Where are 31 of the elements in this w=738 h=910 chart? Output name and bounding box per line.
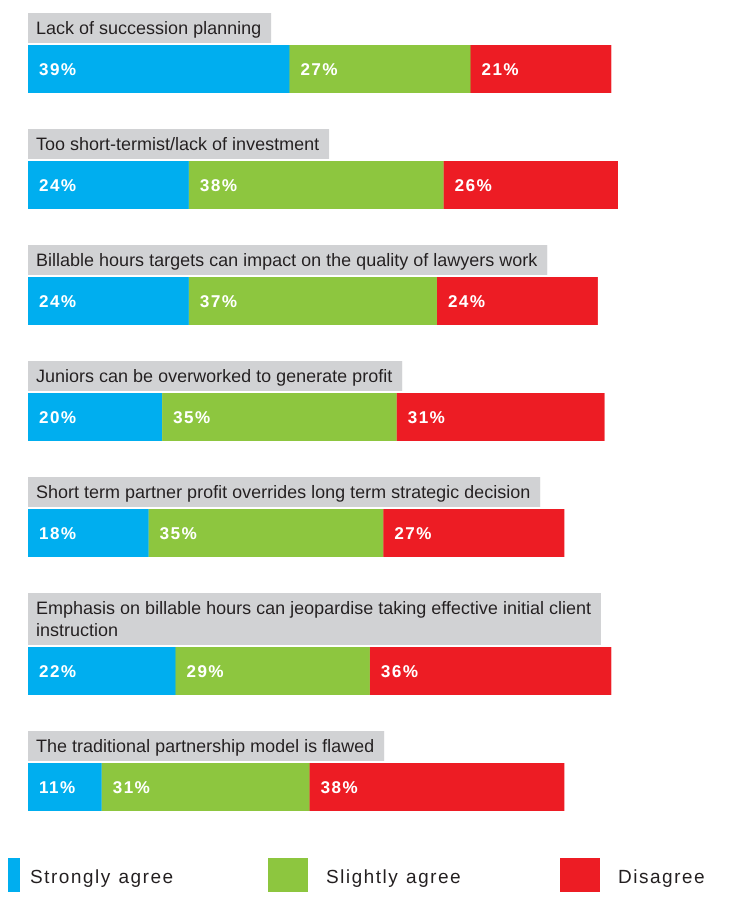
data-label: 31%: [408, 408, 446, 427]
data-label: 31%: [112, 778, 152, 797]
y-tick-label: Billable hours targets can impact on the quality of lawyers work: [36, 250, 538, 270]
y-tick-label: Too short-termist/lack of investment: [36, 134, 320, 154]
legend-label: Slightly agree: [326, 867, 462, 888]
data-label: 24%: [448, 292, 487, 311]
data-label: 24%: [39, 176, 78, 195]
data-label: 36%: [380, 662, 420, 681]
legend-label: Disagree: [618, 867, 706, 888]
data-label: 35%: [173, 408, 212, 427]
y-tick-label: Lack of succession planning: [36, 18, 262, 38]
y-tick-label: Emphasis on billable hours can jeopardise taking effective initial client instruction: [36, 598, 591, 640]
y-tick-label: Juniors can be overworked to generate profit: [36, 366, 392, 386]
data-label: 24%: [39, 292, 78, 311]
data-label: 11%: [39, 778, 77, 797]
data-label: 26%: [454, 176, 494, 195]
data-label: 22%: [39, 662, 78, 681]
data-label: 35%: [160, 524, 198, 543]
data-label: 39%: [39, 60, 78, 79]
data-label: 29%: [186, 662, 226, 681]
y-tick-label: The traditional partnership model is flawed: [36, 736, 374, 756]
data-label: 18%: [39, 524, 78, 543]
data-label: 37%: [200, 292, 238, 311]
data-label: 21%: [482, 60, 520, 79]
data-label: 38%: [200, 176, 238, 195]
data-label: 20%: [39, 408, 78, 427]
data-label: 27%: [300, 60, 340, 79]
y-tick-label: Short term partner profit overrides long term strategic decision: [36, 482, 530, 502]
data-label: 27%: [394, 524, 433, 543]
legend-label: Strongly agree: [30, 867, 175, 888]
data-label: 38%: [320, 778, 360, 797]
